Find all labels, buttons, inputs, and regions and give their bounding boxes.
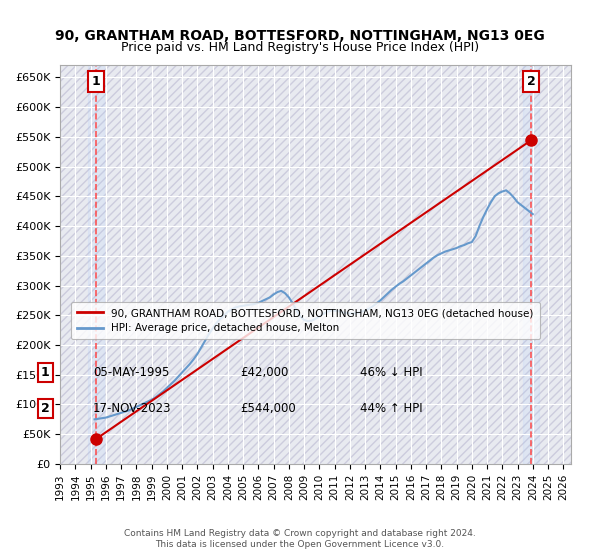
Text: 2: 2 <box>527 75 535 88</box>
Text: £42,000: £42,000 <box>240 366 289 379</box>
Text: 2: 2 <box>41 402 49 416</box>
Text: 44% ↑ HPI: 44% ↑ HPI <box>360 402 422 416</box>
Text: 46% ↓ HPI: 46% ↓ HPI <box>360 366 422 379</box>
Text: 90, GRANTHAM ROAD, BOTTESFORD, NOTTINGHAM, NG13 0EG: 90, GRANTHAM ROAD, BOTTESFORD, NOTTINGHA… <box>55 29 545 44</box>
Text: Contains HM Land Registry data © Crown copyright and database right 2024.
This d: Contains HM Land Registry data © Crown c… <box>124 529 476 549</box>
Text: 17-NOV-2023: 17-NOV-2023 <box>93 402 172 416</box>
Text: Price paid vs. HM Land Registry's House Price Index (HPI): Price paid vs. HM Land Registry's House … <box>121 41 479 54</box>
Text: 1: 1 <box>92 75 100 88</box>
Bar <box>523 66 539 464</box>
Text: 05-MAY-1995: 05-MAY-1995 <box>93 366 169 379</box>
Text: £544,000: £544,000 <box>240 402 296 416</box>
Legend: 90, GRANTHAM ROAD, BOTTESFORD, NOTTINGHAM, NG13 0EG (detached house), HPI: Avera: 90, GRANTHAM ROAD, BOTTESFORD, NOTTINGHA… <box>71 302 540 339</box>
Bar <box>88 66 104 464</box>
Text: 1: 1 <box>41 366 49 379</box>
